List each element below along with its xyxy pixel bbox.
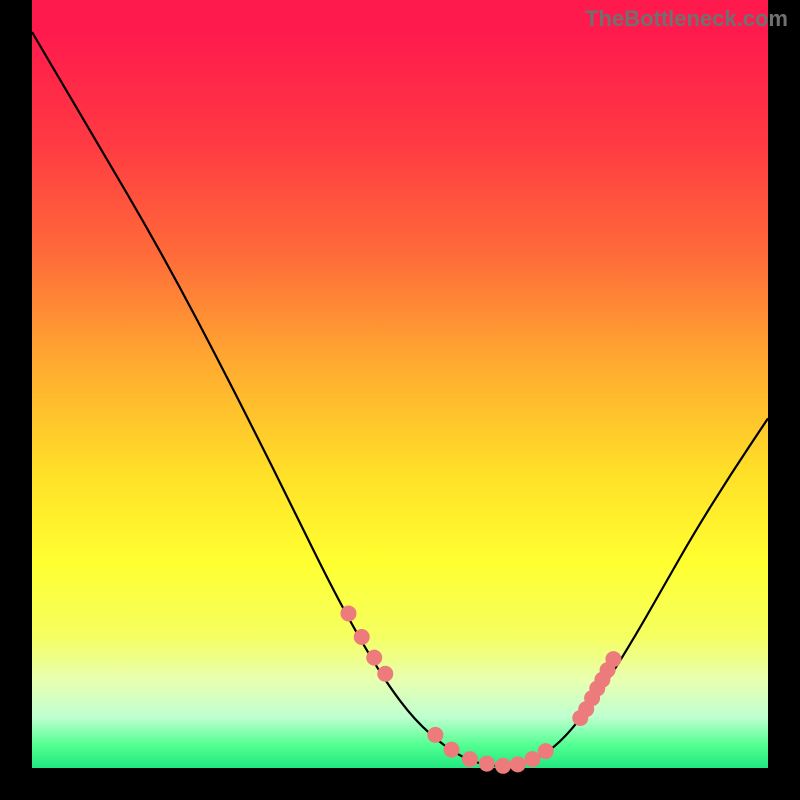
data-marker xyxy=(495,758,511,774)
data-marker xyxy=(377,666,393,682)
data-marker xyxy=(427,727,443,743)
data-marker xyxy=(538,743,554,759)
chart-container: TheBottleneck.com xyxy=(0,0,800,800)
data-marker xyxy=(366,650,382,666)
data-marker xyxy=(479,756,495,772)
data-marker xyxy=(605,651,621,667)
data-marker xyxy=(462,751,478,767)
data-marker xyxy=(354,629,370,645)
data-marker xyxy=(340,605,356,621)
chart-svg xyxy=(0,0,800,800)
data-marker xyxy=(510,756,526,772)
data-marker xyxy=(444,742,460,758)
watermark-text: TheBottleneck.com xyxy=(585,6,788,32)
data-marker xyxy=(524,751,540,767)
gradient-background xyxy=(32,32,768,768)
